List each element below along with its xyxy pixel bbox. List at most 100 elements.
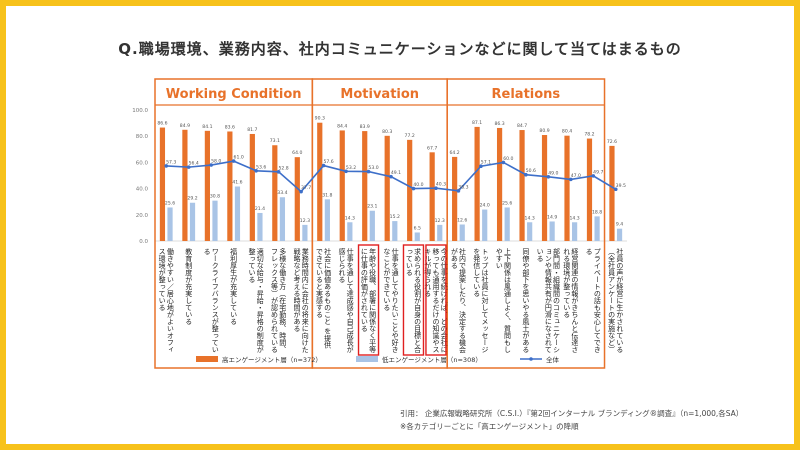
data-label-low: 14.3 [569,215,579,221]
y-tick-label: 0.0 [139,239,148,245]
bar-high-engagement [519,130,525,241]
category-label: トップは社員に対してメッセージを発信している [473,248,489,353]
bar-low-engagement [459,224,465,241]
data-label-low: 24.0 [480,203,490,209]
bar-high-engagement [159,127,166,241]
bar-low-engagement [616,228,623,241]
bar-high-engagement [294,157,300,241]
data-label-high: 73.1 [270,138,280,144]
data-label-low: 21.4 [255,206,265,212]
y-tick-label: 40.0 [136,187,149,193]
total-point [456,189,461,193]
category-label: 部門間・組織間のコミュニケーションや情報共有が円滑になされている [536,247,560,353]
bar-low-engagement [189,202,196,241]
data-label-total: 40.3 [436,182,446,188]
group-header: Working Condition [166,87,302,102]
total-point [344,169,348,174]
y-tick-label: 100.0 [132,108,148,114]
data-label-low: 14.9 [547,214,557,220]
data-label-high: 84.1 [202,124,212,130]
data-label-total: 60.0 [503,156,513,162]
highlight-box [357,244,380,356]
data-label-high: 78.2 [584,132,594,138]
data-label-low: 15.2 [390,214,400,220]
group-panels: Working Condition Motivation Relations [154,78,606,369]
category-label: 経営関連の情報がきちんと伝達される環境が整っている [563,247,579,354]
sort-note: ※各カテゴリーごとに「高エンゲージメント」の降順 [400,422,579,431]
data-label-high: 84.7 [517,123,527,129]
total-point [299,189,303,194]
total-point [186,165,191,169]
data-label-high: 67.7 [427,145,437,151]
bar-low-engagement [279,197,286,241]
data-label-low: 29.2 [187,196,197,202]
source-note: 引用： 企業広報戦略研究所（C.S.I.）『第2回インターナル ブランディング®… [400,409,744,418]
data-label-high: 87.1 [472,120,482,126]
data-label-low: 30.8 [210,194,220,200]
data-labels-layer: 86.6 84.9 84.1 83.6 81.7 73.1 64.0 90.3 84.4 83.9… [157,116,626,232]
category-label: 求められる役割が自身の目標と合っている [405,247,421,354]
y-axis: 0.0 20.0 40.0 60.0 80.0 100.0 [132,108,627,245]
legend: 高エンゲージメント層（n=372） 低エンゲージメント層（n=308） 全体 [196,355,560,364]
data-label-high: 86.3 [494,121,504,127]
data-label-high: 83.9 [360,124,370,130]
bar-high-engagement [339,130,345,241]
total-point [524,172,528,177]
data-label-total: 57.1 [481,160,491,166]
data-label-low: 12.3 [435,218,445,224]
data-label-high: 72.6 [607,139,617,145]
total-point [613,187,618,192]
data-label-low: 6.5 [414,225,421,231]
bar-low-engagement [212,200,218,241]
data-label-total: 52.8 [279,165,289,171]
bar-low-engagement [167,207,173,241]
total-point [479,164,483,168]
highlight-box [402,244,425,356]
bar-low-engagement [392,221,398,241]
data-label-low: 31.8 [322,192,332,198]
data-label-total: 37.7 [301,185,311,191]
bar-high-engagement [317,122,323,241]
category-label: 業務時間内に会社の将来に向けた戦略など考える時間がある [293,247,309,353]
total-point [231,159,236,163]
data-label-total: 58.0 [211,159,221,165]
group-header: Relations [492,87,561,102]
category-label: 適切な給与・昇給・昇格の制度が整っている [248,247,264,353]
data-label-total: 40.0 [413,182,423,188]
total-point [164,164,169,168]
category-label: 教育制度が充実している [185,247,193,325]
bar-low-engagement [504,207,510,241]
category-label: プライベートの話も安心してできる [585,248,601,353]
category-label: 社会に価値あるものこと を提供できていると実感する [315,247,331,349]
data-label-low: 41.6 [232,180,242,186]
bar-low-engagement [302,224,308,241]
total-point [591,174,596,178]
category-label: 福利厚生が充実している [230,247,238,325]
bar-high-engagement [564,135,570,241]
bar-high-engagement [227,131,233,241]
data-label-high: 84.9 [180,123,190,129]
data-label-low: 14.3 [525,215,535,221]
category-label: 今の仕事を続ければ、どの会社に移っても通用するだけの知識やスキルが得られる [424,247,448,353]
data-label-total: 53.6 [256,164,266,170]
data-label-low: 14.3 [345,215,355,221]
data-label-low: 25.6 [165,200,175,206]
data-label-low: 12.3 [300,218,310,224]
total-point [321,163,326,168]
legend-swatch-low [356,356,378,362]
highlight-boxes-layer [357,244,447,356]
bar-high-engagement [384,135,390,241]
y-tick-label: 20.0 [136,213,149,219]
data-label-high: 81.7 [247,127,257,133]
bar-low-engagement [482,209,488,241]
bar-high-engagement [182,129,188,241]
bar-high-engagement [204,130,210,241]
data-label-total: 50.6 [526,168,536,174]
bar-low-engagement [549,221,555,241]
data-label-high: 80.9 [539,128,549,134]
data-label-low: 23.1 [367,204,377,210]
bar-low-engagement [594,216,600,241]
data-label-total: 49.0 [548,170,558,176]
